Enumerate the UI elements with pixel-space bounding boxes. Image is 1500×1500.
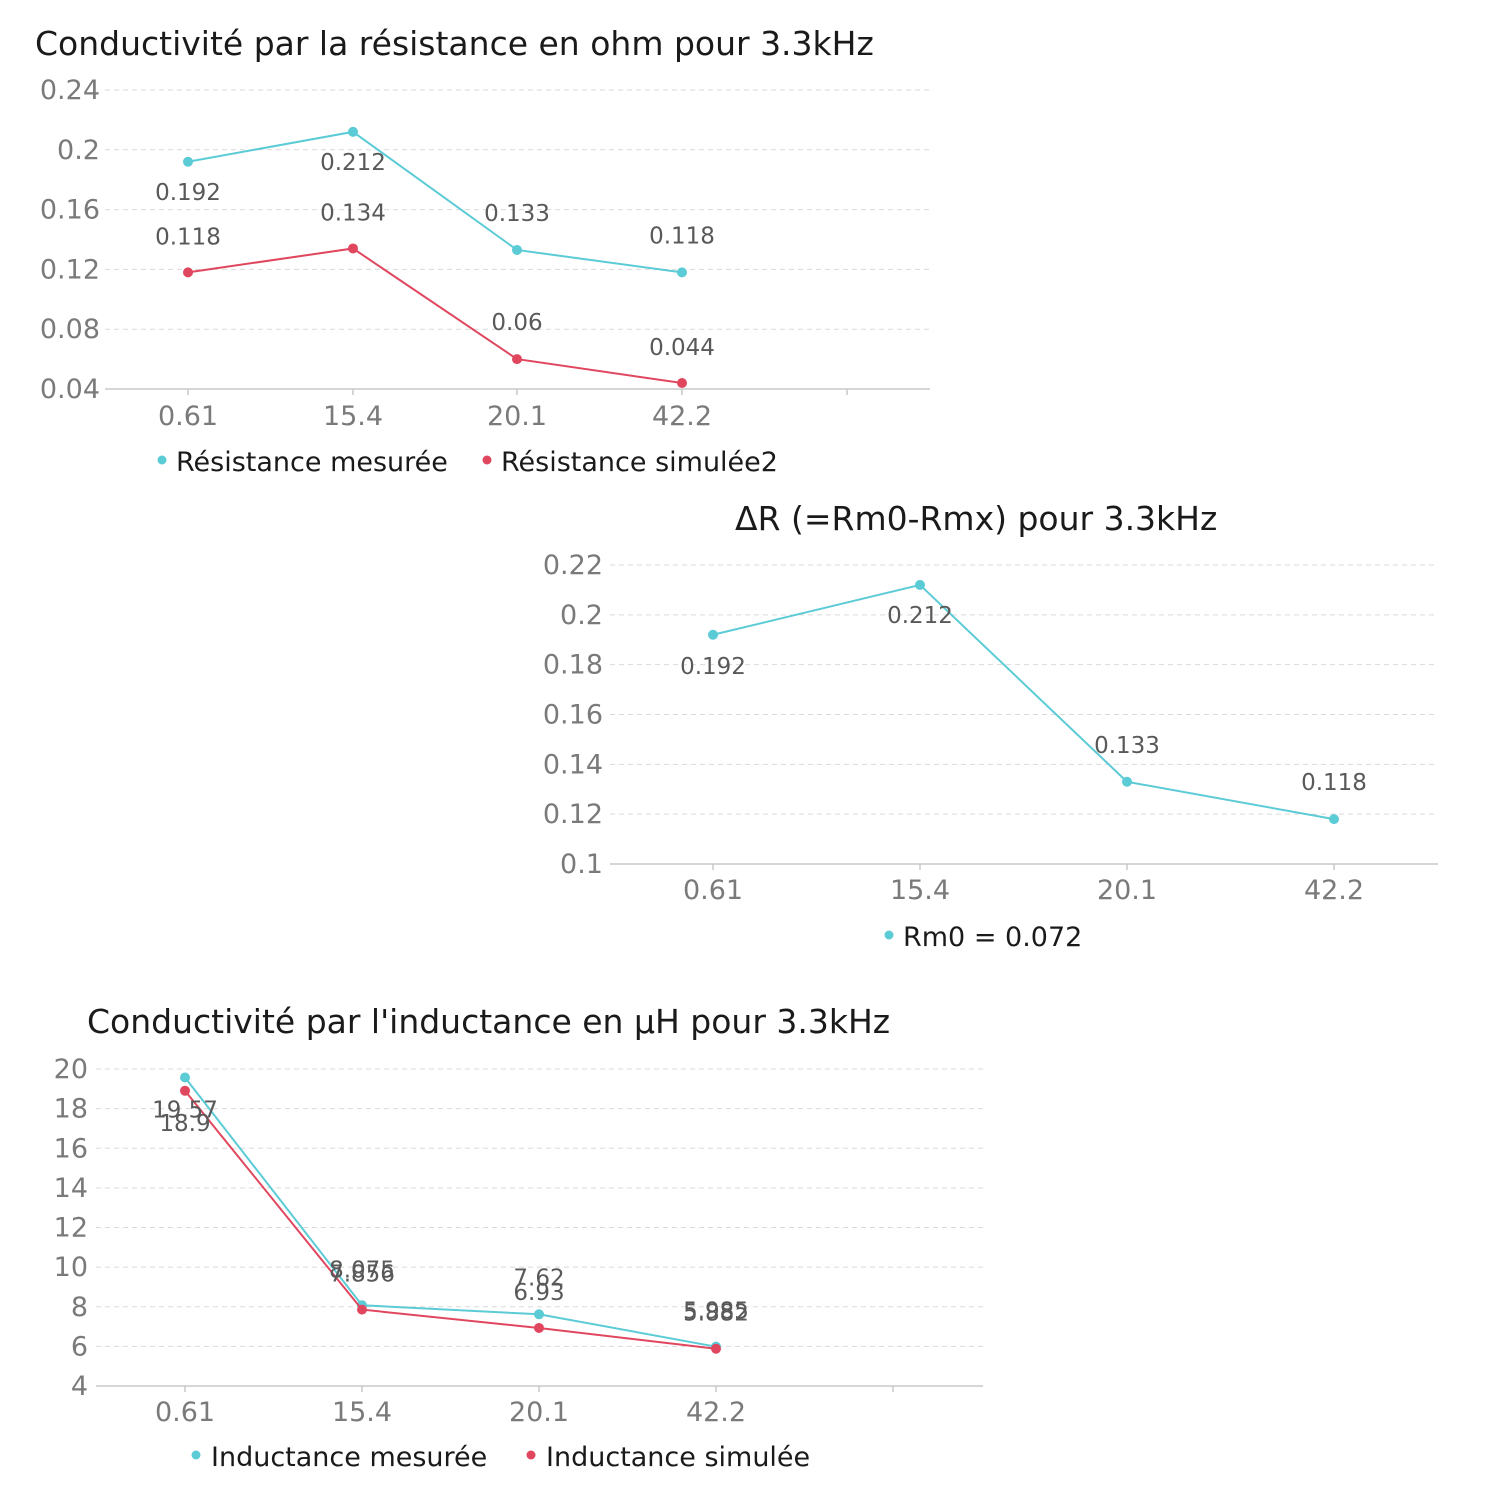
legend-marker [482, 455, 492, 465]
x-tick-label: 42.2 [1304, 875, 1364, 906]
y-tick-label: 14 [54, 1173, 88, 1204]
chart-title: Conductivité par la résistance en ohm po… [35, 24, 874, 63]
data-point [677, 378, 687, 389]
legend-label: Résistance simulée2 [501, 447, 778, 478]
y-tick-label: 12 [54, 1213, 88, 1244]
data-point [711, 1343, 721, 1354]
data-label: 0.133 [484, 201, 550, 227]
chart-title: Conductivité par l'inductance en µH pour… [87, 1002, 890, 1041]
y-tick-label: 0.16 [40, 195, 100, 226]
y-tick-label: 0.2 [560, 600, 603, 631]
series-line-1 [184, 1076, 717, 1348]
y-tick-label: 20 [54, 1054, 88, 1085]
series-line-2 [184, 1090, 717, 1350]
data-label: 19.57 [152, 1098, 218, 1124]
y-tick-label: 0.18 [543, 650, 603, 681]
y-tick-label: 0.12 [40, 254, 100, 285]
data-label: 0.06 [491, 310, 542, 336]
y-tick-label: 4 [71, 1371, 88, 1402]
y-tick-label: 8 [71, 1292, 88, 1323]
x-tick-label: 15.4 [323, 401, 383, 432]
data-label: 5.882 [683, 1301, 749, 1327]
series-line-1 [187, 130, 683, 274]
data-label: 7.62 [513, 1265, 564, 1291]
legend-label: Résistance mesurée [176, 447, 448, 478]
y-tick-label: 0.1 [560, 849, 603, 880]
data-label: 0.118 [1301, 770, 1367, 796]
chart-title: ΔR (=Rm0-Rmx) pour 3.3kHz [735, 499, 1217, 538]
delta-r-chart: ΔR (=Rm0-Rmx) pour 3.3kHz 0.22 0.2 0.18 0.16… [543, 499, 1438, 953]
data-label: 0.192 [155, 180, 221, 206]
data-label: 0.212 [320, 150, 386, 176]
data-point [1329, 814, 1339, 825]
data-label: 0.133 [1094, 733, 1160, 759]
x-tick-label: 0.61 [155, 1397, 215, 1428]
data-point [534, 1309, 544, 1320]
legend-label: Inductance mesurée [211, 1442, 487, 1473]
data-label: 5.985 [683, 1299, 749, 1325]
legend-marker [884, 930, 894, 940]
x-tick-label: 15.4 [890, 875, 950, 906]
series-line-2 [187, 247, 683, 385]
x-tick-label: 42.2 [686, 1397, 746, 1428]
data-point [708, 629, 718, 640]
y-tick-label: 6 [71, 1331, 88, 1362]
series-line-1 [712, 583, 1335, 821]
data-label: 0.134 [320, 200, 386, 226]
x-tick-label: 15.4 [332, 1397, 392, 1428]
inductance-chart: Conductivité par l'inductance en µH pour… [54, 1002, 983, 1473]
legend-marker [526, 1450, 536, 1460]
legend-label: Inductance simulée [546, 1442, 810, 1473]
legend-marker [191, 1450, 201, 1460]
data-label: 0.118 [649, 223, 715, 249]
data-point [183, 267, 193, 278]
data-point [348, 126, 358, 137]
resistance-chart: Conductivité par la résistance en ohm po… [35, 24, 930, 478]
data-point [180, 1072, 190, 1083]
data-point [1122, 776, 1132, 787]
data-point [534, 1322, 544, 1333]
y-tick-label: 0.16 [543, 700, 603, 731]
x-tick-label: 20.1 [509, 1397, 569, 1428]
data-point [677, 267, 687, 278]
y-tick-label: 0.12 [543, 799, 603, 830]
data-label: 0.192 [680, 654, 746, 680]
x-tick-label: 0.61 [683, 875, 743, 906]
y-tick-label: 18 [54, 1094, 88, 1125]
data-label: 7.856 [329, 1262, 395, 1288]
y-tick-label: 0.08 [40, 314, 100, 345]
y-tick-label: 0.22 [543, 550, 603, 581]
y-tick-label: 16 [54, 1133, 88, 1164]
legend-marker [157, 455, 167, 465]
data-label: 6.93 [513, 1280, 564, 1306]
data-label: 18.9 [159, 1111, 210, 1137]
x-tick-label: 20.1 [1097, 875, 1157, 906]
y-tick-label: 0.14 [543, 749, 603, 780]
x-tick-label: 0.61 [158, 401, 218, 432]
y-tick-label: 10 [54, 1252, 88, 1283]
data-label: 0.044 [649, 335, 715, 361]
data-point [348, 243, 358, 254]
data-point [512, 244, 522, 255]
y-tick-label: 0.24 [40, 75, 100, 106]
x-tick-label: 20.1 [487, 401, 547, 432]
data-label: 0.118 [155, 224, 221, 250]
y-tick-label: 0.2 [57, 135, 100, 166]
legend-label: Rm0 = 0.072 [903, 922, 1082, 953]
data-point [915, 579, 925, 590]
data-point [512, 354, 522, 365]
data-point [357, 1304, 367, 1315]
x-tick-label: 42.2 [652, 401, 712, 432]
data-point [183, 156, 193, 167]
data-label: 8.075 [329, 1257, 395, 1283]
data-point [180, 1085, 190, 1096]
y-tick-label: 0.04 [40, 374, 100, 405]
data-label: 0.212 [887, 603, 953, 629]
